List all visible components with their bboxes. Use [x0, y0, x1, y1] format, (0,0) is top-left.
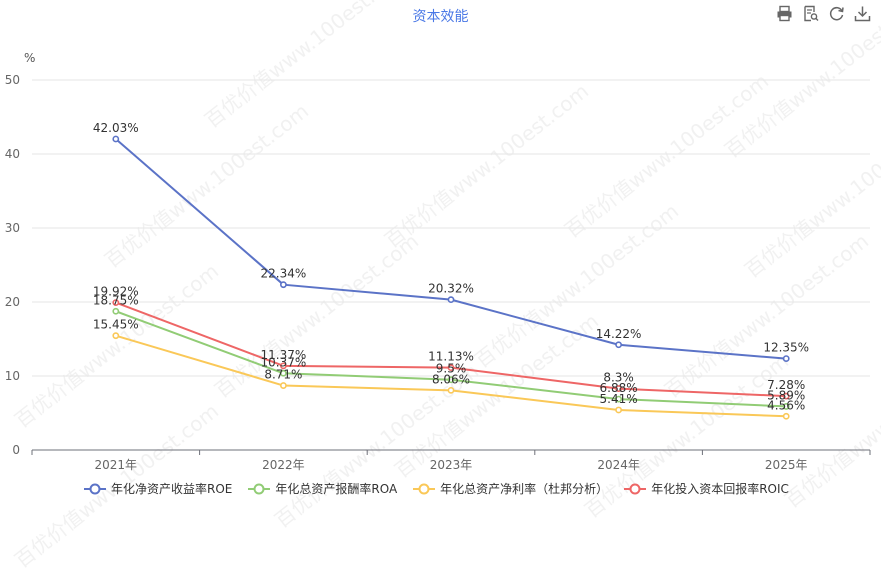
data-label: 18.75%	[93, 293, 139, 307]
legend-label: 年化净资产收益率ROE	[111, 482, 233, 496]
legend-label: 年化投入资本回报率ROIC	[651, 482, 789, 496]
data-label: 19.92%	[93, 285, 139, 299]
legend-marker-icon	[248, 483, 271, 494]
legend-marker-icon	[84, 483, 106, 494]
axes: 0 10 20 30 40 50% 2021年 2022年 2023年 2024年 2025年	[5, 51, 871, 472]
data-point[interactable]	[112, 135, 120, 143]
data-point[interactable]	[112, 307, 120, 315]
y-tick-label: 20	[5, 295, 20, 309]
data-label: 8.71%	[264, 368, 302, 382]
data-label: 7.28%	[767, 378, 805, 392]
refresh-icon[interactable]	[828, 5, 845, 22]
data-label: 6.88%	[600, 381, 638, 395]
legend-item[interactable]: 年化总资产净利率（杜邦分析）	[413, 480, 608, 497]
data-point[interactable]	[279, 382, 287, 389]
data-label: 20.32%	[428, 282, 474, 296]
data-label: 5.41%	[600, 392, 638, 406]
data-label: 8.3%	[603, 371, 634, 385]
data-point[interactable]	[615, 385, 622, 392]
legend-item[interactable]: 年化投入资本回报率ROIC	[624, 480, 789, 497]
data-point[interactable]	[615, 406, 622, 414]
y-axis-unit: %	[24, 51, 35, 65]
y-tick-label: 40	[5, 147, 20, 161]
data-point[interactable]	[447, 364, 455, 372]
data-label: 11.37%	[261, 348, 307, 362]
data-label: 42.03%	[93, 121, 139, 135]
data-point[interactable]	[112, 332, 120, 340]
data-point[interactable]	[782, 355, 790, 363]
data-label: 14.22%	[596, 327, 642, 341]
x-tick-label: 2023年	[430, 458, 473, 472]
print-icon[interactable]	[776, 5, 793, 22]
x-tick-label: 2025年	[765, 458, 808, 472]
series-line	[115, 138, 787, 360]
data-label: 4.56%	[767, 398, 805, 412]
data-view-icon[interactable]	[802, 5, 819, 22]
grid	[32, 79, 870, 377]
data-label: 10.37%	[261, 355, 307, 369]
legend-marker-icon	[624, 483, 647, 494]
data-point[interactable]	[782, 403, 790, 410]
toolbox	[776, 5, 871, 22]
y-tick-label: 50	[5, 73, 20, 87]
data-point[interactable]	[615, 395, 622, 403]
y-tick-label: 30	[5, 221, 20, 235]
legend-item[interactable]: 年化总资产报酬率ROA	[248, 480, 397, 497]
data-label: 15.45%	[93, 318, 139, 332]
data-point[interactable]	[615, 341, 622, 349]
data-point[interactable]	[782, 412, 790, 420]
data-point[interactable]	[782, 392, 790, 400]
data-label: 9.5%	[436, 362, 467, 376]
data-point[interactable]	[279, 369, 287, 377]
data-label: 5.89%	[767, 388, 805, 402]
chart-area: 0 10 20 30 40 50% 2021年 2022年 2023年 2024年 2025年 42…	[5, 51, 871, 472]
data-point[interactable]	[447, 386, 455, 394]
y-tick-label: 0	[12, 443, 20, 457]
x-tick-label: 2021年	[95, 458, 138, 472]
data-label: 8.06%	[432, 372, 470, 386]
legend-item[interactable]: 年化净资产收益率ROE	[84, 480, 232, 497]
y-tick-label: 10	[5, 369, 20, 383]
data-point[interactable]	[279, 362, 287, 370]
data-point[interactable]	[112, 299, 120, 306]
data-point[interactable]	[279, 281, 287, 289]
legend: 年化净资产收益率ROE 年化总资产报酬率ROA 年化总资产净利率（杜邦分析） 年化投入…	[84, 480, 789, 497]
download-icon[interactable]	[854, 5, 871, 22]
data-label: 11.13%	[428, 350, 474, 364]
chart-title: 资本效能	[412, 9, 469, 25]
legend-marker-icon	[413, 483, 436, 494]
data-point[interactable]	[447, 296, 455, 304]
data-point[interactable]	[447, 376, 455, 384]
legend-label: 年化总资产报酬率ROA	[275, 482, 398, 496]
x-tick-label: 2022年	[262, 458, 305, 472]
x-tick-label: 2024年	[597, 458, 640, 472]
data-labels: 42.03% 22.34% 20.32% 14.22% 12.35% 18.75% 10.3…	[93, 121, 809, 412]
legend-label: 年化总资产净利率（杜邦分析）	[440, 482, 609, 496]
data-label: 22.34%	[261, 267, 307, 281]
data-label: 12.35%	[763, 341, 809, 355]
series	[112, 135, 790, 420]
